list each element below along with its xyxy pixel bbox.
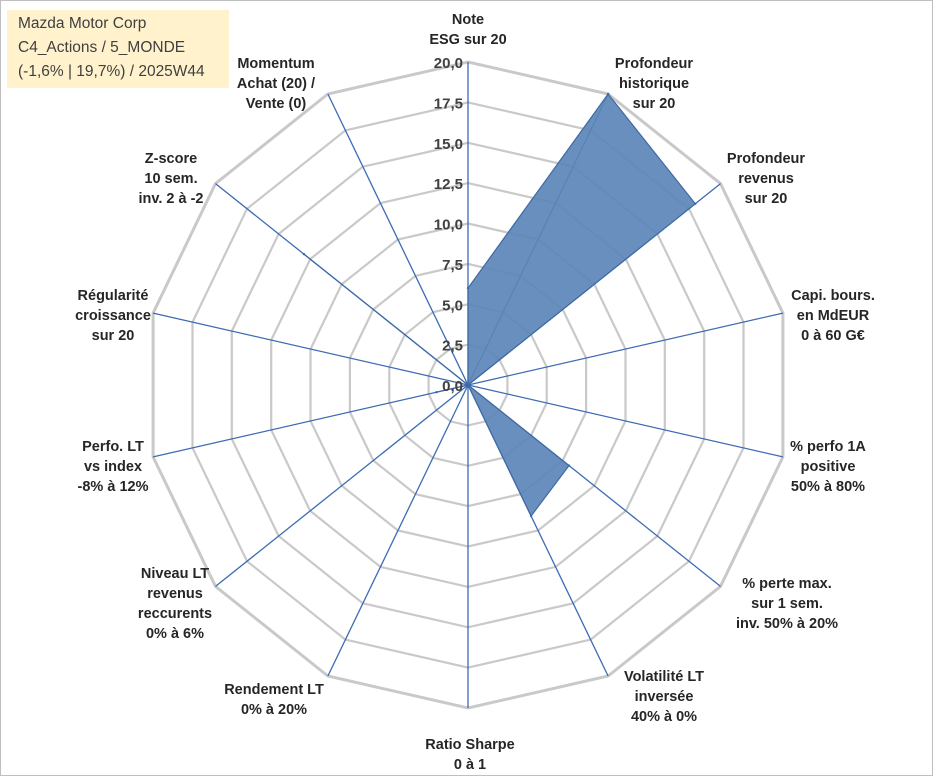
data-point xyxy=(302,252,306,256)
category-label: Note ESG sur 20 xyxy=(429,12,506,48)
tick-label: 17,5 xyxy=(434,95,463,112)
data-point xyxy=(567,464,571,467)
category-labels: Note ESG sur 20 Profondeur historique sur 20… xyxy=(75,12,875,773)
title-portfolio: C4_Actions / 5_MONDE xyxy=(18,39,186,56)
radar-spoke xyxy=(327,384,469,677)
category-label: Niveau LT revenus reccurents 0% à 6% xyxy=(138,566,212,642)
data-point xyxy=(466,383,470,387)
category-label: Z-score 10 sem. inv. 2 à -2 xyxy=(138,151,203,207)
title-stats: (-1,6% | 19,7%) / 2025W44 xyxy=(18,63,205,80)
category-label: Ratio Sharpe 0 à 1 xyxy=(425,737,514,773)
category-label: Volatilité LT inversée 40% à 0% xyxy=(624,669,704,725)
category-label: % perfo 1A positive 50% à 80% xyxy=(790,439,866,495)
radar-spoke xyxy=(467,384,784,458)
data-point xyxy=(529,514,533,518)
tick-label: 20,0 xyxy=(434,55,463,72)
radar-series xyxy=(302,92,697,518)
category-label: Perfo. LT vs index -8% à 12% xyxy=(78,439,149,495)
tick-label: 10,0 xyxy=(434,217,463,234)
category-label: Profondeur historique sur 20 xyxy=(615,56,693,112)
radar-spoke xyxy=(215,384,469,587)
category-label: Momentum Achat (20) / Vente (0) xyxy=(237,56,315,112)
category-label: Profondeur revenus sur 20 xyxy=(727,151,805,207)
category-label: Régularité croissance sur 20 xyxy=(75,288,151,344)
series-area xyxy=(303,93,697,518)
radial-tick-labels: 0,0 2,5 5,0 7,5 10,0 12,5 15,0 17,5 20,0 xyxy=(434,55,463,395)
tick-label: 15,0 xyxy=(434,136,463,153)
chart-title-box: Mazda Motor Corp C4_Actions / 5_MONDE (-… xyxy=(7,10,229,88)
data-point xyxy=(694,202,697,205)
tick-label: 5,0 xyxy=(442,297,463,314)
category-label: % perte max. sur 1 sem. inv. 50% à 20% xyxy=(736,576,838,632)
category-label: Capi. bours. en MdEUR 0 à 60 G€ xyxy=(791,288,875,344)
tick-label: 0,0 xyxy=(442,378,463,395)
title-company: Mazda Motor Corp xyxy=(18,15,147,32)
tick-label: 2,5 xyxy=(442,338,463,355)
tick-label: 7,5 xyxy=(442,257,463,274)
data-point xyxy=(435,391,438,394)
data-point xyxy=(466,286,470,290)
category-label: Rendement LT 0% à 20% xyxy=(224,682,324,718)
tick-label: 12,5 xyxy=(434,176,463,193)
radar-spoke xyxy=(152,312,469,386)
data-point xyxy=(606,92,610,96)
radar-spoke xyxy=(152,384,469,458)
radar-spoke xyxy=(467,312,784,386)
radar-spoke xyxy=(327,93,469,386)
